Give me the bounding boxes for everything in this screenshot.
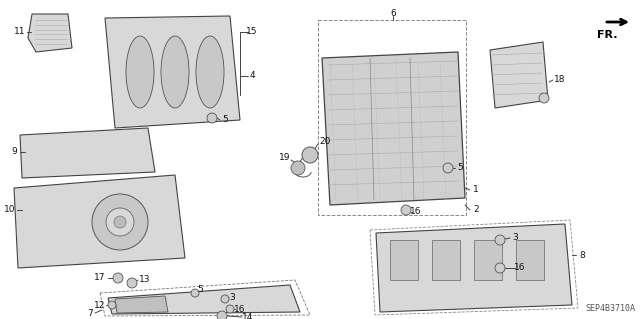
Polygon shape xyxy=(105,16,240,128)
Circle shape xyxy=(113,273,123,283)
Circle shape xyxy=(401,205,411,215)
Ellipse shape xyxy=(126,36,154,108)
Text: FR.: FR. xyxy=(597,30,618,40)
Text: 4: 4 xyxy=(249,71,255,80)
Text: 3: 3 xyxy=(512,234,518,242)
Text: 16: 16 xyxy=(515,263,525,272)
Ellipse shape xyxy=(161,36,189,108)
Text: 20: 20 xyxy=(319,137,331,146)
Text: 11: 11 xyxy=(14,27,26,36)
Circle shape xyxy=(108,301,116,309)
Text: 15: 15 xyxy=(246,27,258,36)
Text: SEP4B3710A: SEP4B3710A xyxy=(585,304,635,313)
Text: 3: 3 xyxy=(229,293,235,301)
Circle shape xyxy=(291,161,305,175)
Circle shape xyxy=(443,163,453,173)
Circle shape xyxy=(221,295,229,303)
Polygon shape xyxy=(376,224,572,312)
Text: 7: 7 xyxy=(87,309,93,318)
Circle shape xyxy=(539,93,549,103)
Text: 5: 5 xyxy=(457,164,463,173)
Circle shape xyxy=(92,194,148,250)
Circle shape xyxy=(495,263,505,273)
Text: 5: 5 xyxy=(222,115,228,124)
Polygon shape xyxy=(28,14,72,52)
Circle shape xyxy=(226,305,234,313)
Ellipse shape xyxy=(196,36,224,108)
Text: 16: 16 xyxy=(410,207,422,217)
Circle shape xyxy=(207,113,217,123)
Text: 8: 8 xyxy=(579,250,585,259)
Text: 6: 6 xyxy=(390,10,396,19)
Text: 13: 13 xyxy=(140,276,151,285)
Polygon shape xyxy=(322,52,465,205)
Text: 9: 9 xyxy=(11,147,17,157)
Text: 19: 19 xyxy=(279,153,291,162)
Polygon shape xyxy=(20,128,155,178)
Text: 16: 16 xyxy=(234,305,246,314)
Text: 5: 5 xyxy=(197,286,203,294)
Circle shape xyxy=(495,235,505,245)
Text: 17: 17 xyxy=(94,273,106,283)
Text: 2: 2 xyxy=(473,205,479,214)
Polygon shape xyxy=(490,42,548,108)
Circle shape xyxy=(302,147,318,163)
Polygon shape xyxy=(115,296,168,313)
Text: 12: 12 xyxy=(94,300,106,309)
Text: 14: 14 xyxy=(243,313,253,319)
Circle shape xyxy=(127,278,137,288)
Bar xyxy=(318,20,466,215)
Bar xyxy=(432,240,460,280)
Polygon shape xyxy=(108,285,300,314)
Circle shape xyxy=(106,208,134,236)
Bar xyxy=(390,240,418,280)
Bar xyxy=(516,240,544,280)
Bar xyxy=(474,240,502,280)
Text: 18: 18 xyxy=(554,76,566,85)
Circle shape xyxy=(114,216,126,228)
Circle shape xyxy=(217,311,227,319)
Text: 1: 1 xyxy=(473,186,479,195)
Polygon shape xyxy=(14,175,185,268)
Circle shape xyxy=(191,289,199,297)
Text: 10: 10 xyxy=(4,205,16,214)
